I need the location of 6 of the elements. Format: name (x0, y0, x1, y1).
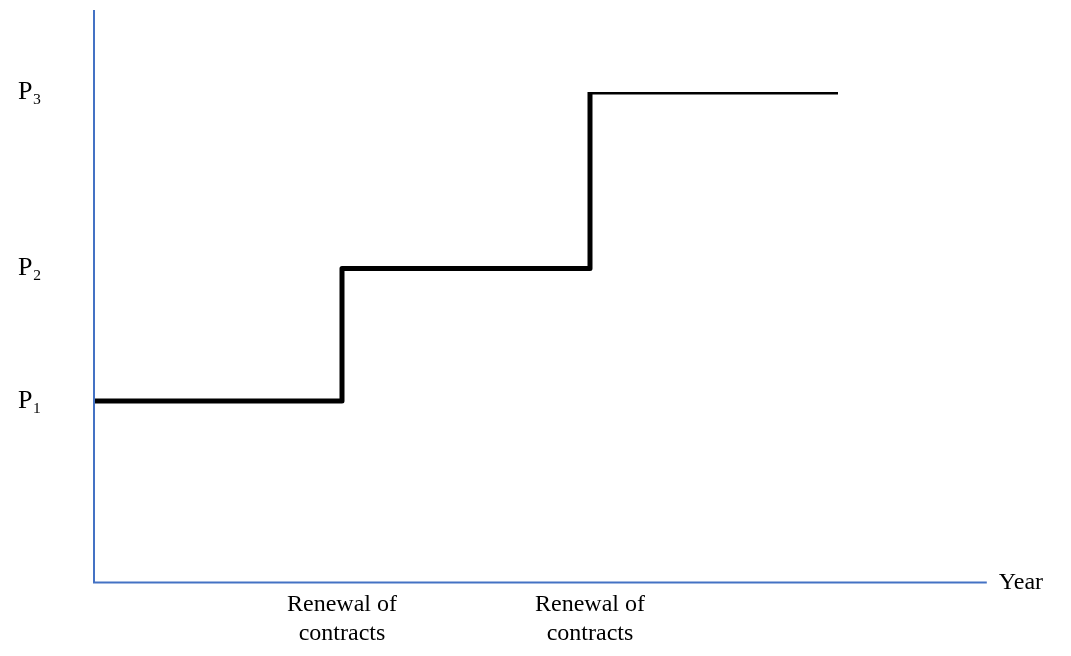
x-tick-label: Renewal of contracts (287, 590, 397, 645)
text: P₃ (18, 75, 42, 105)
x-axis-title: Year (998, 567, 1044, 594)
text: P₁ (18, 384, 42, 414)
x-tick-label: Renewal of contracts (535, 590, 645, 645)
text: P₂ (18, 252, 42, 282)
